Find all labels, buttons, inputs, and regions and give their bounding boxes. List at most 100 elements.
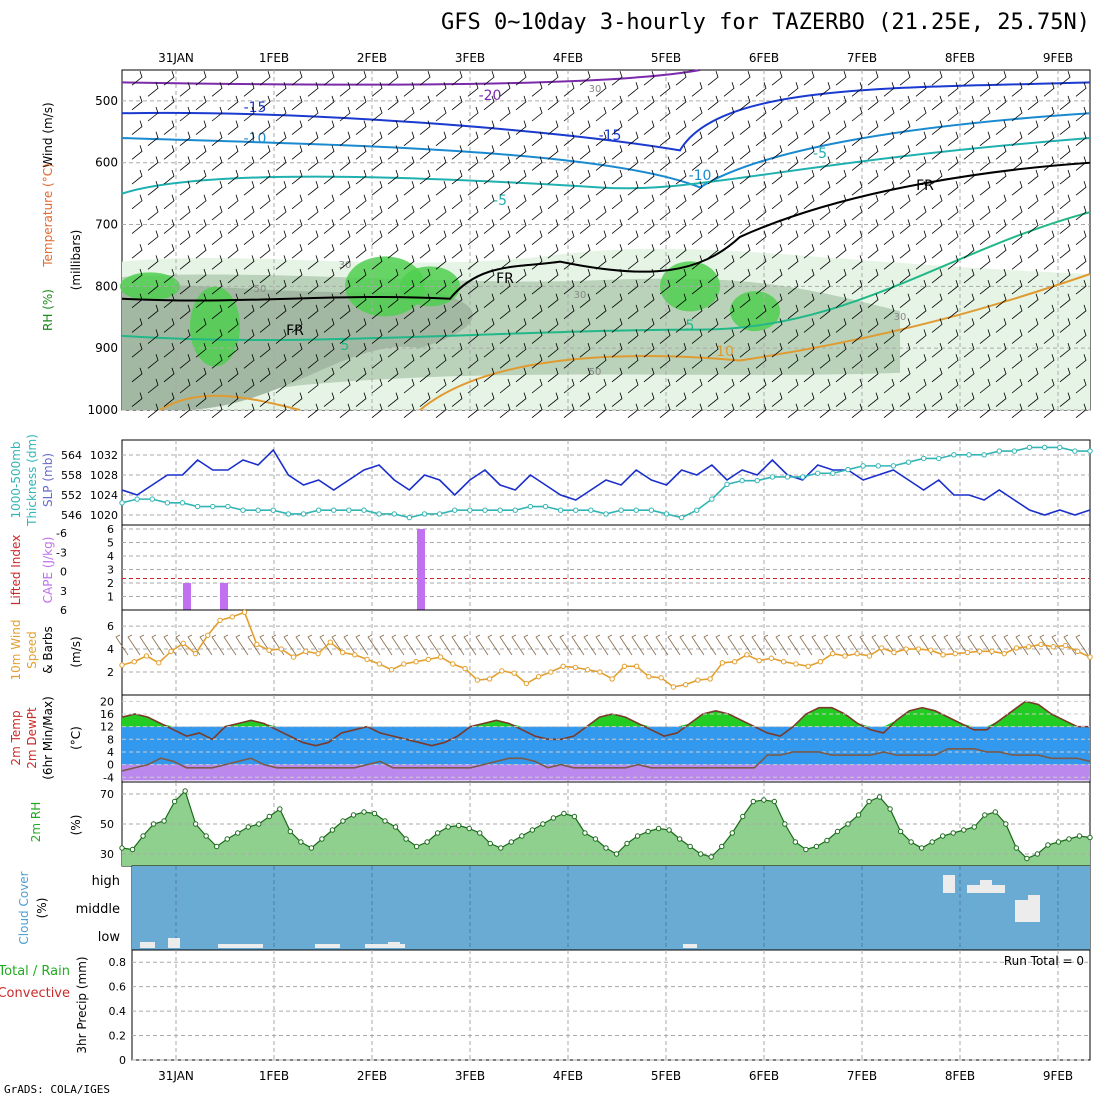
thickness-line-point: [603, 511, 609, 517]
wind-barb: [595, 403, 607, 419]
wind-barb: [755, 329, 767, 344]
rh-point: [561, 810, 567, 817]
wind-barb: [691, 279, 703, 295]
wind-barb: [691, 205, 703, 221]
wind-barb: [275, 304, 287, 320]
rh-point: [676, 836, 683, 842]
wind-barb: [851, 354, 863, 369]
wind-barb: [467, 304, 479, 320]
wind-barb: [1059, 343, 1071, 358]
wind-tick-label: 6: [107, 620, 114, 633]
wind-barb: [787, 403, 799, 419]
wind-barb: [1075, 181, 1087, 196]
wind-barb: [131, 392, 143, 407]
wind-barb: [227, 145, 239, 160]
cloud-bar: [683, 944, 697, 948]
wind-barb: [1043, 156, 1055, 171]
wind-barb: [995, 169, 1007, 185]
wind-barb: [659, 205, 671, 221]
rh-point: [939, 833, 946, 839]
wind-barb: [739, 219, 751, 234]
wind-barb: [771, 244, 783, 259]
ylabel-thickness-2: Thickness (dm): [25, 434, 39, 527]
wind-barb: [227, 318, 239, 333]
wind-barb: [211, 279, 223, 295]
wind-barb: [851, 329, 863, 344]
wind-barb: [883, 354, 895, 369]
wind-barb: [307, 279, 319, 295]
ylabel-precip: 3hr Precip (mm): [75, 956, 89, 1053]
wind-barb: [483, 343, 495, 358]
rh-point: [1076, 833, 1083, 839]
wind-barb: [451, 318, 463, 333]
date-label-bottom: 9FEB: [1043, 1069, 1073, 1083]
wind-barb: [787, 205, 799, 221]
rh-point: [540, 821, 546, 827]
wind-speed-line-point: [229, 614, 235, 620]
wind-barb: [291, 95, 303, 111]
wind-barb: [707, 95, 719, 111]
wind-barb: [419, 194, 431, 210]
ylabel-rh-unit: (%): [69, 815, 83, 836]
rh-point: [413, 843, 420, 850]
wind-barb: [147, 329, 159, 344]
wind-barb: [339, 279, 351, 295]
wind-barb: [867, 120, 879, 135]
thickness-line-point: [179, 500, 186, 506]
rh-point: [655, 825, 662, 832]
wind-barb: [483, 169, 495, 185]
rh-point: [887, 806, 893, 812]
wind-barb: [1011, 279, 1023, 295]
wind-barb: [595, 378, 607, 394]
date-label-bottom: 4FEB: [553, 1069, 583, 1083]
ylabel-lifted-index: Lifted Index: [9, 535, 23, 606]
wind-barb: [195, 244, 207, 259]
wind-barb: [451, 120, 463, 135]
wind-barb: [803, 95, 815, 111]
thickness-line-point: [194, 503, 201, 510]
wind-barb: [867, 343, 879, 358]
wind-barb: [307, 329, 319, 344]
wind-barb: [963, 169, 975, 185]
wind-barb: [387, 392, 399, 407]
wind-tick-label: 4: [107, 643, 114, 656]
wind-barb: [275, 329, 287, 344]
wind-barb: [307, 205, 319, 221]
rh-point: [624, 840, 630, 847]
wind-barb: [387, 169, 399, 185]
isotherm-label: 5: [341, 338, 350, 354]
wind-barb: [1043, 329, 1055, 344]
wind-barb: [931, 268, 943, 284]
wind-barb: [627, 354, 639, 369]
ylabel-temp-unit: (°C): [69, 726, 83, 750]
thickness-line-point: [648, 507, 655, 513]
wind-barb: [487, 634, 501, 656]
wind-barb: [499, 131, 511, 147]
rh-point: [719, 843, 725, 850]
rh-point: [876, 794, 883, 800]
wind-barb: [979, 354, 991, 369]
date-label-bottom: 31JAN: [158, 1069, 194, 1083]
rh-contour-label: 30: [574, 290, 587, 301]
wind-barb: [1027, 95, 1039, 111]
wind-barb: [379, 634, 393, 656]
lifted-tick-label: 0: [60, 566, 67, 579]
wind-barb: [675, 293, 687, 309]
thickness-line-point: [240, 507, 246, 513]
thickness-line-point: [739, 477, 745, 484]
wind-barb: [179, 181, 191, 196]
wind-barb: [227, 169, 239, 185]
wind-barb: [259, 120, 271, 135]
wind-barb: [371, 181, 383, 196]
wind-barb: [435, 131, 447, 147]
wind-barb: [451, 268, 463, 284]
wind-barb: [675, 268, 687, 284]
wind-speed-line-point: [1026, 644, 1032, 650]
wind-barb: [723, 354, 735, 369]
precip-tick-label: 0.8: [109, 956, 127, 969]
wind-barb: [691, 354, 703, 369]
date-label-top: 3FEB: [455, 51, 485, 65]
wind-barb: [579, 145, 591, 160]
wind-barb: [723, 82, 735, 97]
rh-point: [550, 815, 557, 821]
